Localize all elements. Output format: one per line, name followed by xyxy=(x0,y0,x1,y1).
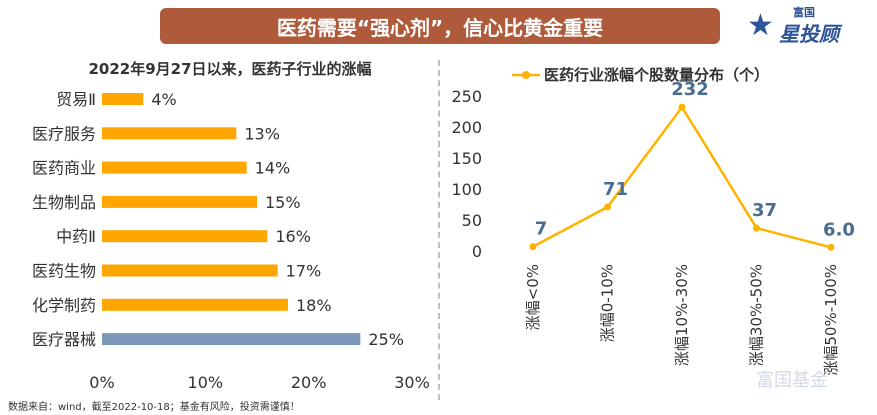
x-category-label: 涨幅30%-50% xyxy=(748,264,766,366)
bar-category-label: 生物制品 xyxy=(32,193,96,212)
data-point-4 xyxy=(827,243,835,251)
x-category-label: 涨幅0-10% xyxy=(599,264,617,342)
bar-value-label: 18% xyxy=(296,296,332,315)
bar-3 xyxy=(102,195,257,208)
brand-logo: ★ 富国 星投顾 xyxy=(747,4,867,46)
y-tick-label: 150 xyxy=(451,149,482,168)
bar-value-label: 17% xyxy=(286,262,322,281)
bar-chart-title: 2022年9月27日以来，医药子行业的涨幅 xyxy=(88,60,372,78)
data-point-3 xyxy=(753,224,760,232)
bar-category-label: 医药生物 xyxy=(32,262,96,281)
data-label: 7 xyxy=(535,219,548,240)
bar-0 xyxy=(102,93,144,105)
divider xyxy=(438,60,440,400)
logo-main-text: 星投顾 xyxy=(779,22,839,46)
bar-category-label: 医疗服务 xyxy=(32,124,96,143)
watermark: 富国基金 xyxy=(756,370,828,391)
bar-1 xyxy=(102,127,237,140)
bar-value-label: 16% xyxy=(275,227,311,246)
series-line xyxy=(532,104,832,249)
star-icon: ★ xyxy=(747,9,774,42)
data-point-1 xyxy=(604,203,611,211)
y-tick-label: 0 xyxy=(472,242,482,261)
line-chart: 医药行业涨幅个股数量分布（个） 0 50 100 150 200 250 7 71 232 37 6.… xyxy=(451,66,855,376)
y-tick-label: 50 xyxy=(462,211,482,230)
legend-label: 医药行业涨幅个股数量分布（个） xyxy=(544,66,769,84)
bar-value-label: 15% xyxy=(265,193,301,212)
bar-value-label: 4% xyxy=(151,90,176,109)
x-tick-label: 10% xyxy=(188,373,224,392)
bar-value-label: 25% xyxy=(368,330,404,349)
y-tick-label: 250 xyxy=(451,87,482,106)
data-label: 232 xyxy=(671,79,709,100)
page-title: 医药需要“强心剂”，信心比黄金重要 xyxy=(160,8,720,44)
x-tick-label: 20% xyxy=(291,373,327,392)
data-label: 37 xyxy=(752,200,777,221)
bar-7 xyxy=(102,333,361,346)
x-category-label: 涨幅<0% xyxy=(524,264,542,330)
x-tick-label: 30% xyxy=(394,373,430,392)
bar-category-label: 医药商业 xyxy=(32,159,96,178)
bar-5 xyxy=(102,264,278,277)
bar-2 xyxy=(102,161,247,174)
bar-category-label: 贸易Ⅱ xyxy=(56,90,96,109)
bar-value-label: 13% xyxy=(244,124,280,143)
bar-6 xyxy=(102,298,288,311)
source-footnote: 数据来自：wind，截至2022-10-18；基金有风险，投资需谨慎！ xyxy=(8,402,300,413)
x-category-label: 涨幅50%-100% xyxy=(822,264,840,376)
x-category-label: 涨幅10%-30% xyxy=(673,264,691,366)
bar-category-label: 医疗器械 xyxy=(32,330,96,349)
data-point-2 xyxy=(678,103,686,111)
data-point-0 xyxy=(529,243,537,251)
data-label: 71 xyxy=(603,179,628,200)
logo-top-text: 富国 xyxy=(793,6,815,19)
data-label: 6.0 xyxy=(823,219,855,240)
bar-4 xyxy=(102,230,268,243)
bar-value-label: 14% xyxy=(255,159,291,178)
legend-marker-icon xyxy=(522,71,530,79)
y-tick-label: 200 xyxy=(451,118,482,137)
y-tick-label: 100 xyxy=(451,180,482,199)
x-tick-label: 0% xyxy=(89,373,114,392)
bar-chart: 贸易Ⅱ 4% 医疗服务 13% 医药商业 14% 生物制品 15% 中药Ⅱ 16% 医药生物 17% 化… xyxy=(32,90,430,392)
bar-category-label: 化学制药 xyxy=(32,296,96,315)
bar-category-label: 中药Ⅱ xyxy=(56,227,96,246)
